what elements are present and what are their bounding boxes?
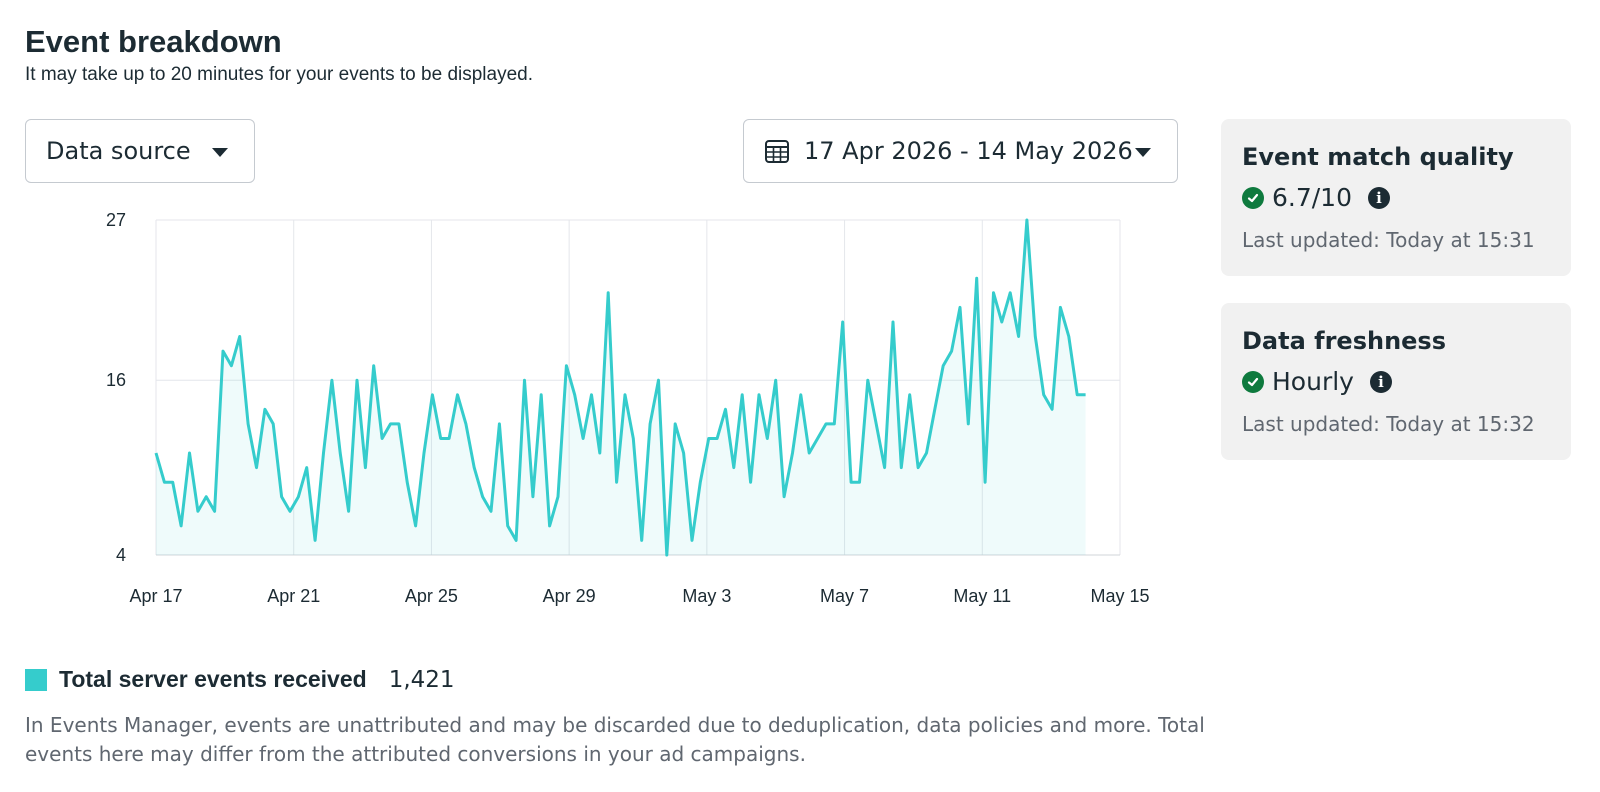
- y-tick-label: 27: [106, 210, 126, 230]
- card-title: Event match quality: [1242, 143, 1514, 171]
- legend-swatch: [25, 668, 47, 691]
- info-icon[interactable]: i: [1369, 370, 1392, 393]
- date-range-picker[interactable]: 17 Apr 2026 - 14 May 2026: [743, 119, 1178, 183]
- x-tick-label: May 15: [1090, 586, 1149, 606]
- date-range-label: 17 Apr 2026 - 14 May 2026: [804, 137, 1133, 165]
- legend-value: 1,421: [388, 666, 455, 693]
- info-icon[interactable]: i: [1368, 186, 1390, 209]
- data-source-dropdown[interactable]: Data source: [25, 119, 255, 183]
- data-freshness-card: Data freshness Hourly i Last updated: To…: [1221, 303, 1571, 460]
- x-tick-label: Apr 21: [267, 586, 320, 606]
- last-updated: Last updated: Today at 15:32: [1242, 412, 1535, 436]
- series-area: [156, 220, 1086, 555]
- chart-legend: Total server events received 1,421: [25, 666, 455, 693]
- events-note: In Events Manager, events are unattribut…: [25, 713, 1205, 766]
- event-match-quality-card: Event match quality 6.7/10 i Last update…: [1221, 119, 1571, 276]
- calendar-icon: [764, 138, 790, 164]
- check-circle-icon: [1242, 370, 1264, 393]
- page-title: Event breakdown: [25, 24, 282, 59]
- x-tick-label: Apr 29: [543, 586, 596, 606]
- events-chart: Apr 17 Apr 21 Apr 25 Apr 29 May 3 May 7 May 11…: [106, 210, 1150, 606]
- chevron-down-icon: [1135, 148, 1151, 157]
- x-tick-label: Apr 17: [129, 586, 182, 606]
- match-quality-score: 6.7/10: [1272, 183, 1352, 212]
- legend-label: Total server events received: [59, 666, 367, 692]
- check-circle-icon: [1242, 186, 1264, 209]
- x-tick-label: May 11: [953, 586, 1011, 606]
- card-title: Data freshness: [1242, 327, 1446, 355]
- x-tick-label: May 7: [820, 586, 869, 606]
- freshness-value: Hourly: [1272, 367, 1354, 396]
- data-source-label: Data source: [46, 137, 191, 165]
- last-updated: Last updated: Today at 15:31: [1242, 228, 1535, 252]
- x-tick-label: May 3: [682, 586, 731, 606]
- x-tick-label: Apr 25: [405, 586, 458, 606]
- y-tick-label: 16: [106, 370, 126, 390]
- page-subtitle: It may take up to 20 minutes for your ev…: [25, 64, 533, 85]
- y-tick-label: 4: [116, 545, 126, 565]
- chevron-down-icon: [212, 148, 228, 157]
- series-line: [154, 218, 1086, 557]
